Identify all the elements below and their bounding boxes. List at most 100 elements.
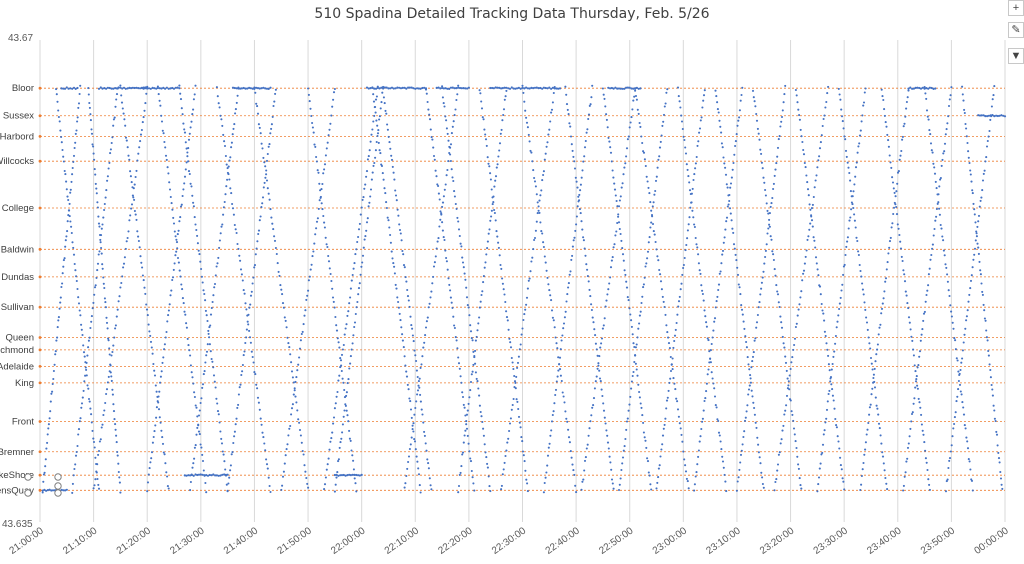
tracking-point — [462, 266, 465, 269]
tracking-point — [922, 319, 925, 322]
tracking-point — [271, 222, 274, 225]
tracking-point — [480, 293, 483, 297]
tracking-point — [153, 87, 156, 90]
tracking-point — [779, 315, 782, 318]
tracking-point — [765, 243, 768, 246]
tracking-point — [458, 473, 461, 476]
tracking-point — [390, 250, 393, 253]
tracking-point — [346, 414, 349, 417]
tracking-point — [304, 309, 307, 312]
tracking-point — [329, 122, 332, 125]
tracking-point — [611, 169, 614, 172]
tracking-point — [252, 276, 255, 279]
tracking-point — [945, 128, 948, 131]
tracking-point — [155, 390, 158, 393]
chart-filter-funnel-icon[interactable]: ▼ — [1008, 48, 1024, 64]
tracking-point — [406, 288, 409, 292]
tracking-point — [995, 114, 998, 117]
tracking-point — [158, 390, 161, 393]
tracking-point — [573, 473, 576, 476]
tracking-point — [147, 87, 151, 90]
tracking-point — [719, 440, 722, 443]
tracking-point — [196, 473, 199, 477]
tracking-point — [880, 312, 883, 315]
tracking-point — [566, 293, 569, 296]
tracking-point — [253, 86, 256, 89]
tracking-point — [323, 168, 326, 171]
tracking-point — [639, 87, 642, 90]
tracking-point — [129, 214, 132, 217]
tracking-point — [466, 434, 469, 437]
tracking-point — [854, 226, 857, 229]
selection-handles[interactable] — [24, 473, 62, 497]
tracking-point — [853, 183, 856, 186]
tracking-point — [75, 129, 78, 132]
tracking-point — [469, 324, 472, 327]
tracking-point — [804, 166, 807, 169]
tracking-point — [720, 142, 723, 145]
tracking-point — [426, 316, 429, 319]
tracking-point — [796, 314, 799, 317]
tracking-point — [788, 374, 791, 377]
tracking-point — [525, 296, 529, 299]
tracking-point — [354, 482, 357, 485]
tracking-point — [708, 350, 711, 353]
tracking-point — [973, 247, 977, 250]
tracking-point — [403, 486, 406, 489]
tracking-point — [394, 87, 397, 90]
tracking-point — [380, 86, 383, 89]
tracking-point — [292, 393, 295, 396]
tracking-point — [533, 238, 536, 242]
tracking-point — [975, 230, 978, 233]
tracking-point — [404, 482, 407, 485]
tracking-point — [631, 333, 634, 336]
chart-styles-brush-icon[interactable]: ✎ — [1008, 22, 1024, 38]
tracking-point — [900, 255, 903, 258]
tracking-point — [457, 84, 460, 87]
tracking-point — [766, 232, 769, 235]
tracking-point — [702, 99, 705, 102]
selection-handle[interactable] — [54, 489, 62, 497]
tracking-point — [149, 340, 153, 343]
tracking-point — [182, 188, 185, 191]
tracking-point — [517, 86, 521, 89]
tracking-point — [860, 120, 863, 123]
selection-handle[interactable] — [24, 489, 32, 497]
tracking-point — [886, 261, 889, 264]
tracking-point — [705, 390, 708, 393]
tracking-point — [554, 336, 557, 339]
tracking-point — [763, 262, 766, 265]
tracking-point — [651, 205, 654, 208]
tracking-point — [300, 441, 303, 444]
selection-handle[interactable] — [24, 473, 32, 481]
tracking-point — [462, 403, 465, 406]
tracking-point — [485, 456, 488, 459]
selection-handle[interactable] — [54, 482, 62, 490]
tracking-point — [578, 208, 581, 211]
tracking-point — [373, 114, 376, 117]
tracking-point — [412, 340, 415, 343]
tracking-point — [993, 115, 996, 118]
tracking-point — [665, 91, 668, 94]
tracking-point — [682, 263, 685, 267]
tracking-point — [213, 380, 216, 383]
tracking-point — [618, 227, 621, 231]
tracking-point — [704, 315, 707, 318]
chart-elements-plus-icon[interactable]: + — [1008, 0, 1024, 16]
tracking-point — [416, 389, 420, 392]
tracking-point — [57, 319, 60, 322]
tracking-point — [197, 249, 200, 252]
tracking-point — [488, 228, 491, 231]
selection-handle[interactable] — [54, 473, 62, 481]
tracking-point — [54, 353, 57, 356]
tracking-point — [965, 436, 968, 439]
tracking-point — [984, 319, 987, 322]
tracking-point — [436, 240, 439, 243]
tracking-point — [961, 93, 964, 96]
tracking-point — [307, 289, 310, 292]
tracking-point — [572, 155, 575, 158]
tracking-point — [212, 366, 215, 369]
tracking-point — [228, 476, 231, 479]
tracking-point — [809, 208, 812, 211]
tracking-point — [924, 449, 927, 452]
